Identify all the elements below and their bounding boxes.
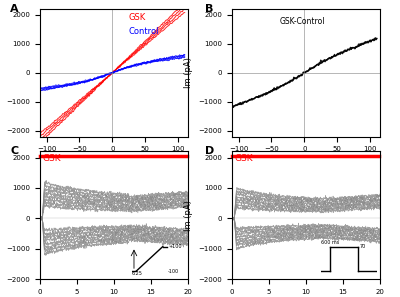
Text: GSK: GSK: [234, 154, 253, 162]
Y-axis label: Im (pA): Im (pA): [0, 57, 1, 88]
Y-axis label: Im (pA): Im (pA): [184, 57, 193, 88]
Text: A: A: [10, 4, 19, 14]
Text: GSK: GSK: [42, 154, 61, 162]
Y-axis label: Im (pA): Im (pA): [184, 200, 193, 231]
Text: D: D: [205, 146, 215, 156]
Text: Control: Control: [129, 27, 159, 37]
Text: C: C: [10, 146, 18, 156]
X-axis label: Vm (mV): Vm (mV): [96, 158, 132, 167]
Text: GSK: GSK: [129, 13, 146, 22]
Text: GSK-Control: GSK-Control: [279, 17, 325, 26]
Text: B: B: [205, 4, 214, 14]
Y-axis label: Im (pA): Im (pA): [0, 200, 1, 231]
X-axis label: Vm (mV): Vm (mV): [288, 158, 324, 167]
